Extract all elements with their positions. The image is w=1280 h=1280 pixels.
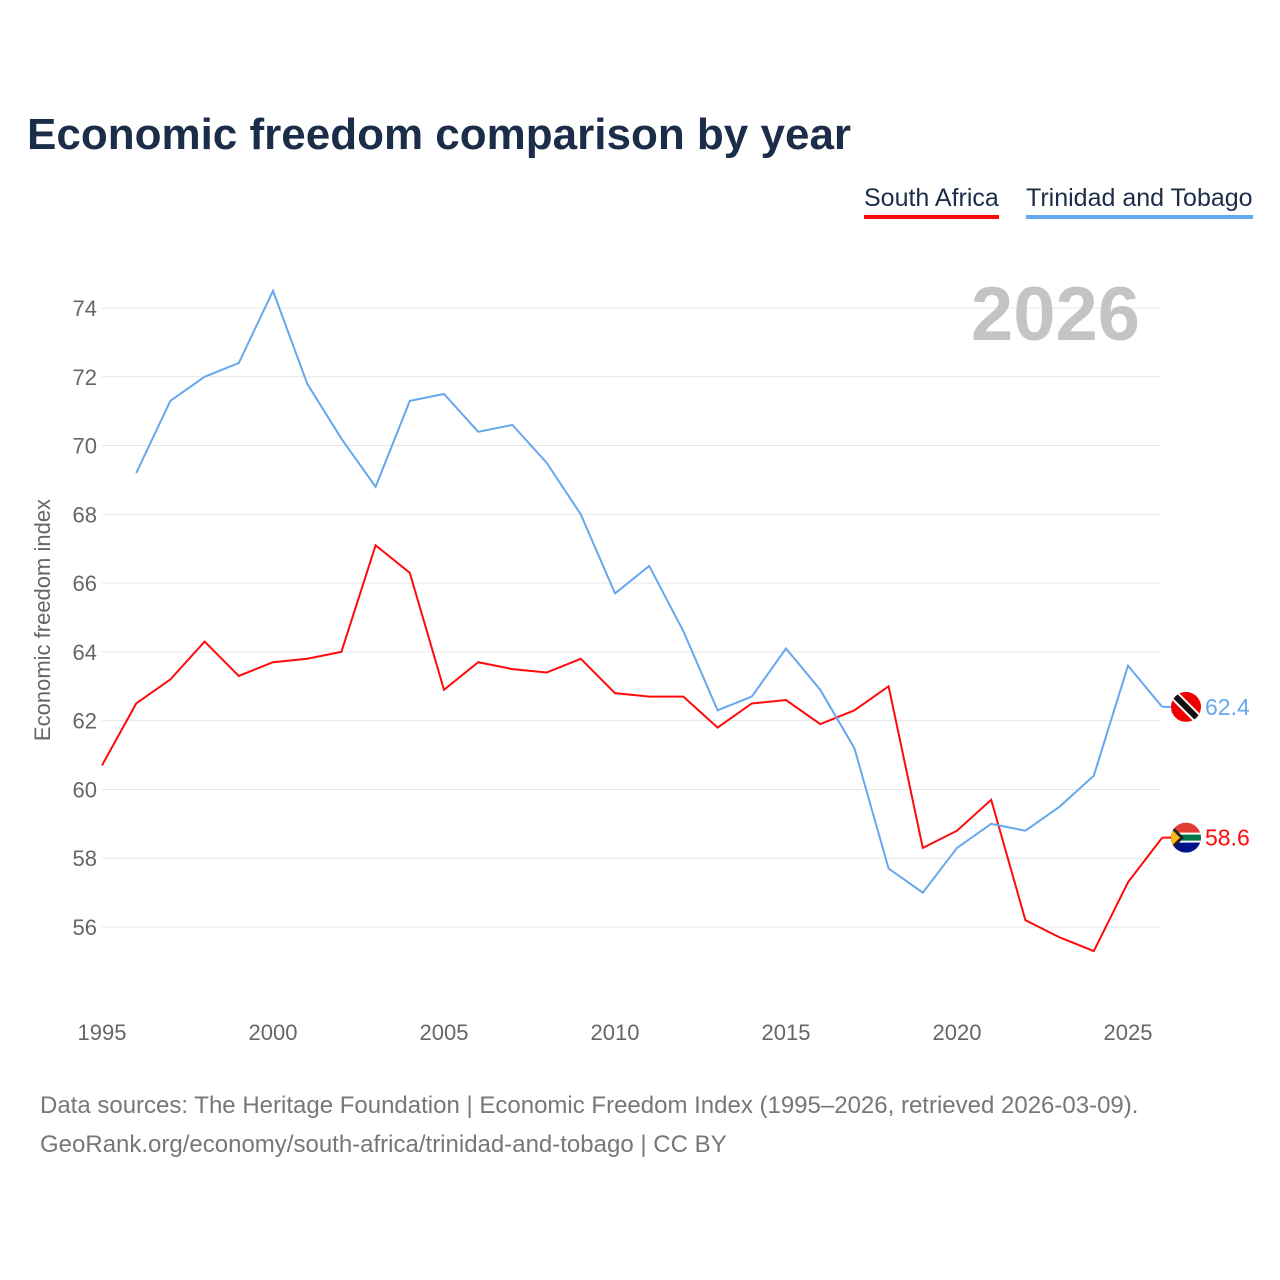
data-source-text: Data sources: The Heritage Foundation | … (40, 1092, 1139, 1119)
legend-trinidad-and-tobago[interactable]: Trinidad and Tobago (1026, 184, 1253, 219)
x-tick-label: 2005 (420, 1020, 469, 1045)
y-tick-label: 58 (73, 846, 97, 871)
source-link[interactable]: GeoRank.org/economy/south-africa/trinida… (40, 1131, 727, 1158)
y-tick-label: 66 (73, 571, 97, 596)
year-watermark: 2026 (971, 272, 1140, 357)
series-line-0 (101, 543, 1163, 953)
x-tick-label: 2010 (591, 1020, 640, 1045)
y-tick-label: 56 (73, 915, 97, 940)
y-axis-label: Economic freedom index (30, 499, 55, 741)
y-tick-label: 60 (73, 777, 97, 802)
legend-south-africa[interactable]: South Africa (864, 184, 999, 219)
x-tick-label: 2015 (762, 1020, 811, 1045)
end-value-label: 58.6 (1205, 825, 1250, 851)
y-tick-label: 62 (73, 709, 97, 734)
south-africa-flag-icon (1171, 822, 1201, 853)
y-tick-label: 68 (73, 502, 97, 527)
x-tick-label: 2025 (1104, 1020, 1153, 1045)
x-tick-label: 2000 (249, 1020, 298, 1045)
y-tick-label: 64 (73, 640, 97, 665)
y-tick-label: 72 (73, 365, 97, 390)
x-tick-label: 1995 (78, 1020, 127, 1045)
y-tick-label: 74 (73, 296, 97, 321)
footer: Data sources: The Heritage Foundation | … (40, 1086, 1138, 1164)
chart-title: Economic freedom comparison by year (27, 110, 852, 159)
trinidad-and-tobago-flag-icon (1171, 691, 1201, 722)
series-line-1 (135, 288, 1163, 895)
x-tick-label: 2020 (933, 1020, 982, 1045)
end-value-label: 62.4 (1205, 694, 1250, 720)
y-tick-label: 70 (73, 434, 97, 459)
